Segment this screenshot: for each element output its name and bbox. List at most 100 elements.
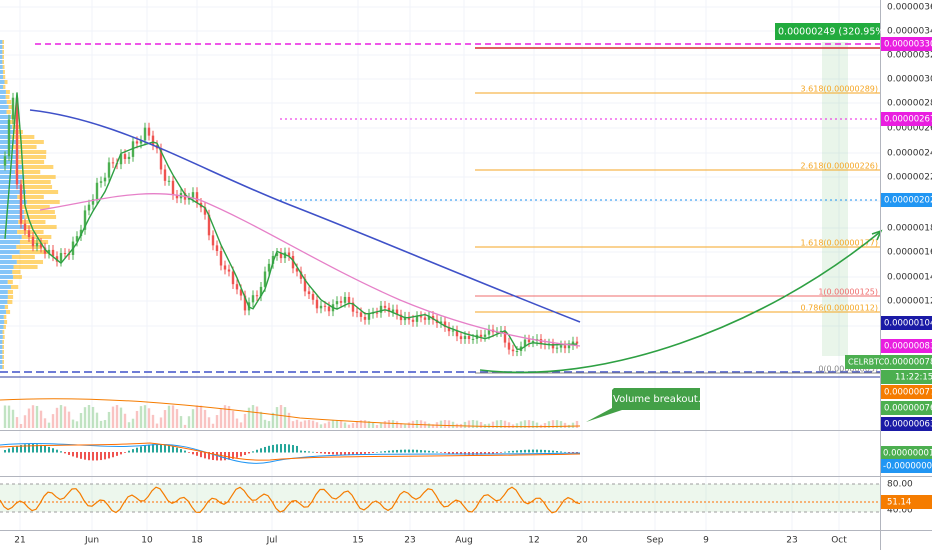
profile-bar <box>0 320 5 324</box>
candle-body <box>195 192 199 203</box>
macd-bar <box>280 444 282 453</box>
macd-bar <box>532 449 534 453</box>
macd-bar <box>76 452 78 458</box>
candle-body <box>419 316 423 318</box>
price-badge-text: 0.00000077 <box>884 388 932 398</box>
candle-body <box>147 127 151 136</box>
candle-body <box>567 345 571 349</box>
macd-bar <box>452 452 454 454</box>
volume-bar <box>555 420 559 428</box>
macd-bar <box>272 444 274 453</box>
candle-body <box>3 156 7 166</box>
volume-bar <box>215 415 219 428</box>
macd-bar <box>36 444 38 453</box>
profile-bar <box>0 45 3 49</box>
candle-body <box>511 349 515 352</box>
rsi-badge <box>881 495 932 509</box>
macd-bar <box>564 451 566 453</box>
profile-bar <box>17 230 44 234</box>
candle-body <box>343 296 347 303</box>
candle-body <box>387 307 391 312</box>
date-label: 18 <box>191 536 203 546</box>
volume-bar <box>35 405 39 428</box>
profile-bar <box>0 70 3 74</box>
price-badge-text: 0.00000083 <box>884 342 932 352</box>
macd-bar <box>460 452 462 455</box>
profile-bar <box>0 130 14 134</box>
profile-bar <box>0 85 4 89</box>
candle-body <box>87 204 91 211</box>
volume-bar <box>367 421 371 428</box>
candle-body <box>307 291 311 295</box>
candle-body <box>91 199 95 205</box>
volume-bar <box>63 406 67 428</box>
volume-bar <box>495 420 499 428</box>
volume-bar <box>247 407 251 428</box>
volume-bar <box>379 422 383 428</box>
volume-bar <box>319 424 323 428</box>
price-badge <box>881 37 932 51</box>
candle-body <box>479 334 483 337</box>
candle-body <box>291 255 295 269</box>
volume-bar <box>503 420 507 428</box>
volume-bar <box>11 409 15 428</box>
candle-body <box>531 341 535 343</box>
volume-bar <box>563 422 567 428</box>
profile-bar <box>11 255 35 259</box>
rsi-pane <box>0 483 880 514</box>
profile-bar <box>7 295 14 299</box>
macd-bar <box>428 450 430 453</box>
volume-bar <box>363 420 367 428</box>
profile-bar <box>0 170 16 174</box>
macd-bar <box>220 452 222 461</box>
macd-bar <box>160 444 162 453</box>
profile-bar <box>0 265 14 269</box>
macd-bar <box>484 452 486 455</box>
macd-bar <box>356 452 358 455</box>
volume <box>0 398 581 428</box>
macd-bar <box>24 444 26 453</box>
macd-bar <box>192 452 194 455</box>
macd-bar <box>472 452 474 455</box>
macd-signal <box>0 442 581 461</box>
volume-bar <box>51 414 55 428</box>
volume-bar <box>507 422 511 428</box>
profile-bar <box>0 190 26 194</box>
profile-bar <box>23 210 55 214</box>
profile-bar <box>6 100 12 104</box>
macd-bar <box>288 444 290 453</box>
profile-bar <box>0 325 4 329</box>
macd-bar <box>552 450 554 453</box>
candle-body <box>415 316 419 322</box>
profile-bar <box>24 225 57 229</box>
profile-bar <box>2 70 5 74</box>
profile-bar <box>13 275 22 279</box>
macd-bar <box>200 452 202 458</box>
volume-bar <box>187 416 191 428</box>
volume-bar <box>531 420 535 428</box>
candle-body <box>103 177 107 182</box>
price-badge-text: 0.00000104 <box>884 319 932 329</box>
candle-body <box>267 263 271 272</box>
macd-bar <box>92 452 94 461</box>
macd-bar <box>112 452 114 458</box>
macd-bar <box>540 449 542 453</box>
candle-body <box>175 194 179 199</box>
profile-bar <box>0 200 27 204</box>
price-badge <box>881 355 932 369</box>
volume-bar <box>203 409 207 428</box>
candle-body <box>507 342 511 350</box>
profile-bar <box>17 140 44 144</box>
candle-body <box>455 330 459 337</box>
candle-body <box>119 154 123 165</box>
macd-bar <box>4 450 6 453</box>
date-label: Oct <box>831 536 847 546</box>
macd-bar <box>232 452 234 459</box>
candle-body <box>7 119 11 157</box>
macd-bar <box>384 451 386 453</box>
macd-bar <box>304 450 306 453</box>
volume-bar <box>43 418 47 428</box>
profile-bar <box>0 345 3 349</box>
volume-bar <box>239 422 243 428</box>
volume-bar <box>351 423 355 428</box>
